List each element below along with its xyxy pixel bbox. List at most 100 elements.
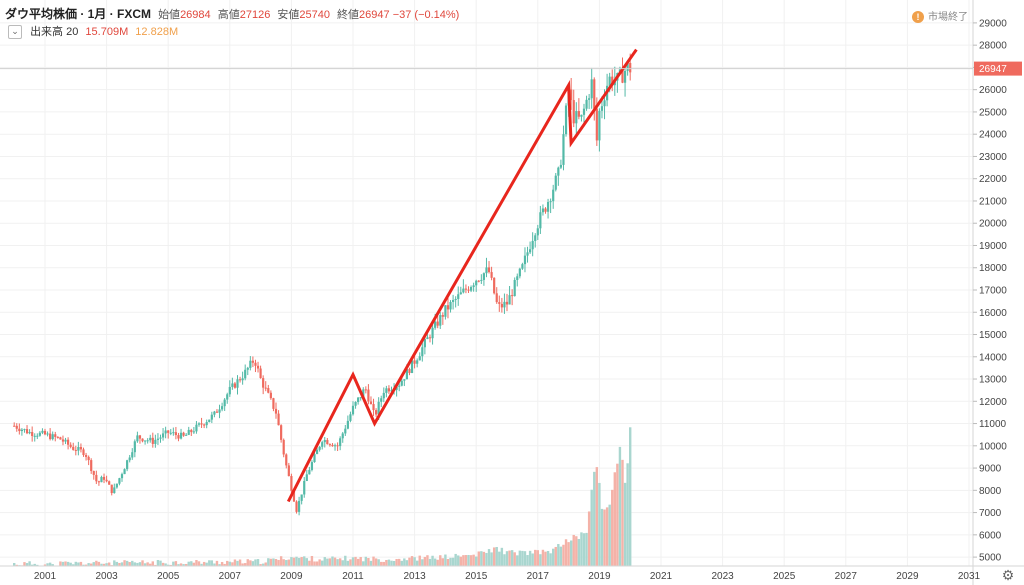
candle-body bbox=[333, 445, 337, 447]
candle-body bbox=[485, 267, 488, 274]
volume-bar bbox=[503, 554, 506, 566]
volume-bar bbox=[136, 562, 139, 566]
candle-body bbox=[197, 423, 201, 425]
volume-bar bbox=[475, 556, 478, 566]
candle-body bbox=[608, 76, 611, 86]
gear-icon[interactable]: ⚙ bbox=[1001, 567, 1015, 583]
volume-bar bbox=[69, 562, 72, 566]
chevron-down-icon[interactable]: ⌄ bbox=[8, 25, 22, 40]
candle-body bbox=[190, 429, 193, 433]
volume-bar bbox=[66, 561, 70, 566]
candle-body bbox=[423, 339, 426, 348]
volume-bar bbox=[546, 550, 550, 566]
candle-body bbox=[623, 70, 627, 83]
candle-body bbox=[115, 483, 118, 488]
candle-body bbox=[146, 440, 149, 442]
candle-body bbox=[282, 439, 285, 455]
x-tick-label: 2027 bbox=[835, 571, 858, 582]
y-tick-label: 11000 bbox=[979, 419, 1007, 430]
volume-bar bbox=[267, 558, 270, 566]
candle-body bbox=[346, 420, 349, 429]
volume-bar bbox=[616, 463, 619, 566]
candle-body bbox=[516, 276, 519, 280]
candle-body bbox=[205, 422, 208, 426]
volume-bar bbox=[331, 556, 334, 566]
volume-bar bbox=[305, 558, 308, 566]
candle-body bbox=[395, 386, 398, 390]
candle-body bbox=[580, 114, 583, 117]
candle-body bbox=[185, 434, 188, 436]
volume-bar bbox=[187, 561, 190, 566]
x-tick-label: 2003 bbox=[95, 571, 118, 582]
volume-bar bbox=[264, 562, 267, 566]
candle-body bbox=[593, 79, 596, 109]
volume-bar bbox=[208, 560, 211, 566]
candle-body bbox=[164, 430, 167, 434]
grid-lines bbox=[0, 0, 973, 566]
candle-body bbox=[544, 208, 547, 212]
candle-body bbox=[582, 108, 586, 115]
volume-bar bbox=[177, 564, 180, 566]
candle-body bbox=[390, 390, 393, 392]
candle-body bbox=[421, 347, 424, 357]
candle-body bbox=[408, 369, 411, 373]
x-tick-label: 2015 bbox=[465, 571, 488, 582]
volume-bar bbox=[611, 489, 614, 566]
volume-bar bbox=[405, 560, 409, 566]
volume-bar bbox=[349, 559, 352, 566]
x-tick-label: 2001 bbox=[34, 571, 57, 582]
candle-body bbox=[459, 292, 462, 295]
candle-body bbox=[351, 405, 355, 415]
volume-bar bbox=[549, 553, 552, 566]
candle-body bbox=[298, 500, 301, 512]
y-tick-label: 8000 bbox=[979, 486, 1002, 497]
candle-body bbox=[570, 89, 573, 101]
y-tick-label: 26000 bbox=[979, 85, 1007, 96]
high-label: 高値 bbox=[217, 9, 240, 21]
candle-body bbox=[31, 432, 34, 437]
y-tick-label: 17000 bbox=[979, 286, 1007, 297]
y-tick-label: 5000 bbox=[979, 553, 1002, 564]
candle-body bbox=[434, 321, 437, 328]
candle-body bbox=[251, 360, 254, 363]
volume-bar bbox=[523, 551, 527, 566]
candle-body bbox=[387, 388, 391, 392]
volume-bar bbox=[131, 560, 134, 566]
volume-bar bbox=[433, 558, 437, 566]
candle-body bbox=[462, 288, 465, 293]
volume-bar bbox=[200, 563, 203, 566]
volume-bar bbox=[395, 558, 398, 566]
candle-body bbox=[49, 433, 52, 440]
volume-bar bbox=[318, 559, 321, 566]
last-price-tag bbox=[974, 61, 1022, 76]
x-tick-label: 2019 bbox=[588, 571, 611, 582]
volume-bar bbox=[595, 467, 599, 566]
candle-body bbox=[36, 435, 39, 437]
candle-body bbox=[472, 285, 475, 288]
candle-body bbox=[326, 440, 329, 445]
volume-bar bbox=[575, 536, 578, 566]
candle-body bbox=[51, 434, 54, 440]
candle-body bbox=[357, 397, 360, 402]
volume-bar bbox=[231, 562, 234, 566]
candle-body bbox=[431, 327, 434, 339]
volume-bar bbox=[462, 555, 465, 566]
volume-bar bbox=[77, 562, 80, 566]
candle-body bbox=[18, 428, 21, 432]
candle-body bbox=[87, 456, 90, 461]
volume-bar bbox=[498, 551, 501, 566]
candle-body bbox=[452, 300, 455, 302]
volume-bar bbox=[477, 551, 480, 566]
candle-body bbox=[546, 202, 550, 212]
volume-bar bbox=[590, 489, 593, 566]
volume-bar bbox=[521, 550, 524, 566]
volume-bar bbox=[315, 561, 319, 566]
candle-body bbox=[133, 441, 136, 453]
candle-body bbox=[436, 321, 439, 326]
candle-body bbox=[344, 428, 347, 434]
volume-bar bbox=[113, 560, 116, 566]
volume-bar bbox=[428, 558, 432, 566]
candle-body bbox=[318, 446, 321, 450]
candle-body bbox=[464, 288, 468, 290]
